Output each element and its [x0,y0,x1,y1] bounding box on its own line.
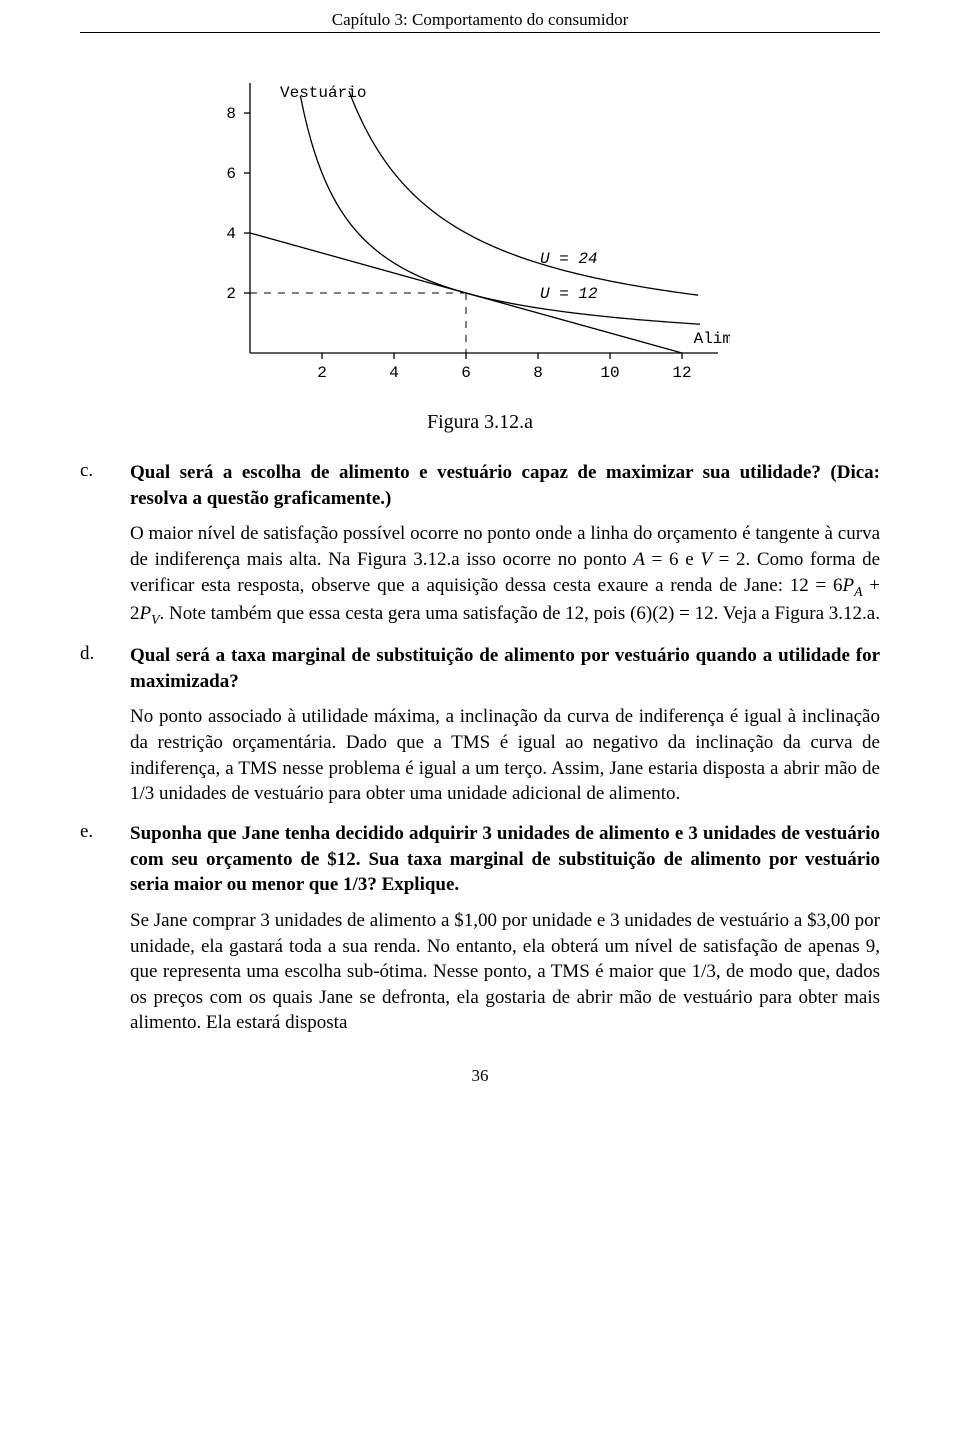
item-d-answer: No ponto associado à utilidade máxima, a… [130,704,880,807]
svg-text:Vestuário: Vestuário [280,84,366,102]
item-c-answer: O maior nível de satisfação possível oco… [130,521,880,629]
item-e-question: Suponha que Jane tenha decidido adquirir… [130,823,880,895]
svg-text:4: 4 [226,225,236,243]
item-c: c. Qual será a escolha de alimento e ves… [80,460,880,629]
svg-text:Alimento: Alimento [694,330,730,348]
svg-text:U = 12: U = 12 [540,285,598,303]
item-e-answer: Se Jane comprar 3 unidades de alimento a… [130,908,880,1036]
svg-text:U = 24: U = 24 [540,250,598,268]
svg-text:6: 6 [461,364,471,382]
page-number: 36 [80,1066,880,1086]
svg-text:2: 2 [226,285,236,303]
svg-text:6: 6 [226,165,236,183]
item-d-question: Qual será a taxa marginal de substituiçã… [130,645,880,692]
item-e-letter: e. [80,821,130,1036]
figure-caption: Figura 3.12.a [80,411,880,434]
item-d: d. Qual será a taxa marginal de substitu… [80,643,880,807]
svg-text:8: 8 [533,364,543,382]
item-e: e. Suponha que Jane tenha decidido adqui… [80,821,880,1036]
indifference-chart: Vestuário 2 4 6 8 2 4 6 8 10 12 U = 24 U = 12 Aliment… [190,53,880,403]
item-c-letter: c. [80,460,130,629]
svg-text:2: 2 [317,364,327,382]
svg-text:8: 8 [226,105,236,123]
item-d-letter: d. [80,643,130,807]
chapter-header: Capítulo 3: Comportamento do consumidor [80,10,880,33]
svg-text:10: 10 [600,364,619,382]
svg-text:4: 4 [389,364,399,382]
svg-text:12: 12 [672,364,691,382]
item-c-question: Qual será a escolha de alimento e vestuá… [130,462,880,509]
